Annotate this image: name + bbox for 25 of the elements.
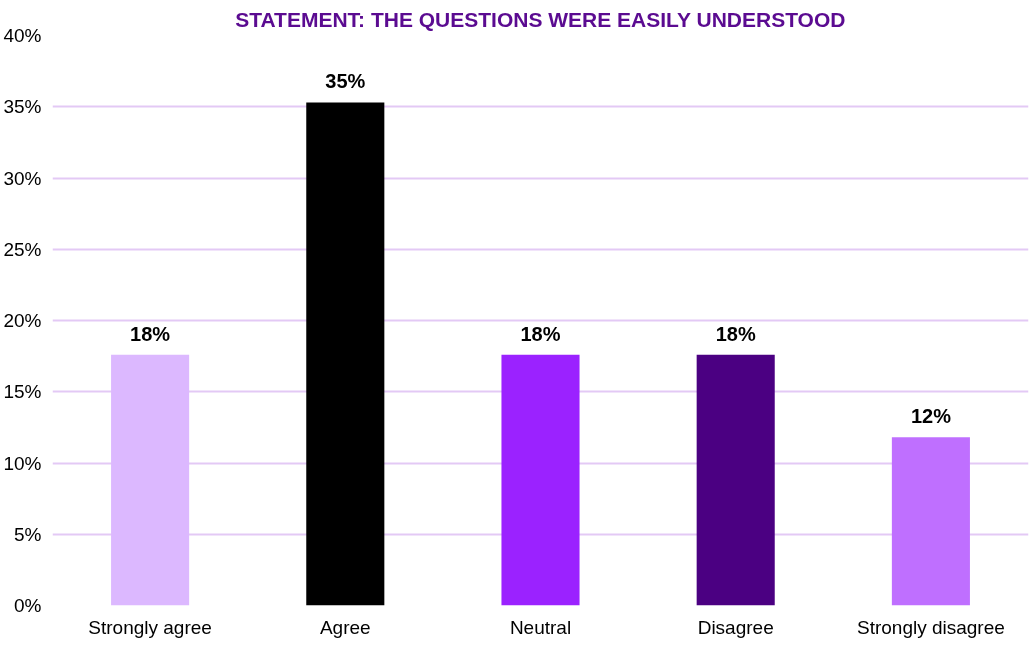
data-label: 18% <box>520 322 561 345</box>
x-tick-label: Strongly agree <box>88 616 212 638</box>
bar <box>306 102 385 606</box>
y-tick-label: 30% <box>3 167 42 189</box>
y-tick-label: 35% <box>3 96 42 118</box>
y-tick-label: 40% <box>3 25 42 46</box>
y-tick-label: 0% <box>14 595 42 616</box>
x-tick-label: Neutral <box>509 616 572 638</box>
bar <box>891 437 970 606</box>
y-tick-label: 10% <box>3 452 42 474</box>
x-tick-label: Disagree <box>697 616 774 638</box>
y-tick-label: 15% <box>3 381 42 403</box>
x-tick-label: Strongly disagree <box>856 616 1005 638</box>
bar <box>111 354 190 606</box>
bar <box>501 354 580 606</box>
y-tick-label: 25% <box>3 238 42 260</box>
bar <box>696 354 775 606</box>
data-label: 12% <box>910 405 952 428</box>
data-label: 18% <box>130 322 171 345</box>
y-tick-label: 20% <box>3 310 42 331</box>
data-label: 18% <box>715 322 756 345</box>
x-tick-label: Agree <box>319 616 371 638</box>
data-label: 35% <box>325 70 366 93</box>
chart-title: STATEMENT: THE QUESTIONS WERE EASILY UNDERSTOOD <box>235 7 846 31</box>
y-tick-label: 5% <box>14 523 42 545</box>
